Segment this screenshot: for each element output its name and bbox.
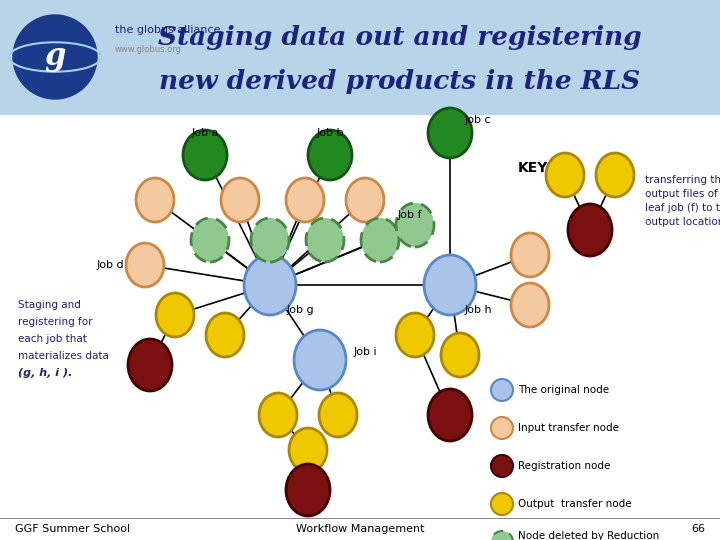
Ellipse shape: [346, 178, 384, 222]
Ellipse shape: [126, 243, 164, 287]
Circle shape: [13, 15, 97, 99]
Ellipse shape: [491, 455, 513, 477]
Text: KEY: KEY: [518, 161, 549, 175]
Text: each job that: each job that: [18, 334, 87, 344]
Text: Job f: Job f: [397, 210, 422, 220]
Ellipse shape: [441, 333, 479, 377]
Ellipse shape: [128, 339, 172, 391]
Text: Job d: Job d: [96, 260, 124, 270]
Ellipse shape: [183, 130, 227, 180]
Text: Staging data out and registering: Staging data out and registering: [158, 25, 642, 51]
Ellipse shape: [308, 130, 352, 180]
Text: Workflow Management: Workflow Management: [296, 524, 424, 534]
Ellipse shape: [306, 218, 344, 262]
Ellipse shape: [396, 313, 434, 357]
Ellipse shape: [491, 531, 513, 540]
Ellipse shape: [428, 108, 472, 158]
Text: Registration node: Registration node: [518, 461, 611, 471]
Text: the globus alliance: the globus alliance: [115, 25, 220, 35]
Bar: [0, 0, 720, 115]
Ellipse shape: [259, 393, 297, 437]
Ellipse shape: [424, 255, 476, 315]
Text: 66: 66: [691, 524, 705, 534]
Text: materializes data: materializes data: [18, 351, 109, 361]
Ellipse shape: [206, 313, 244, 357]
Text: The original node: The original node: [518, 385, 609, 395]
Text: Output  transfer node: Output transfer node: [518, 499, 631, 509]
Text: transferring the
output files of the
leaf job (f) to the
output location: transferring the output files of the lea…: [645, 175, 720, 227]
Ellipse shape: [491, 493, 513, 515]
Text: Job i: Job i: [354, 347, 377, 357]
Ellipse shape: [286, 178, 324, 222]
Ellipse shape: [511, 283, 549, 327]
Ellipse shape: [221, 178, 259, 222]
Ellipse shape: [286, 464, 330, 516]
Text: Job h: Job h: [464, 305, 492, 315]
Ellipse shape: [251, 218, 289, 262]
Ellipse shape: [289, 428, 327, 472]
Text: registering for: registering for: [18, 317, 92, 327]
Ellipse shape: [428, 389, 472, 441]
Ellipse shape: [568, 204, 612, 256]
Ellipse shape: [491, 379, 513, 401]
Text: new derived products in the RLS: new derived products in the RLS: [159, 70, 641, 94]
Ellipse shape: [361, 218, 399, 262]
Ellipse shape: [191, 218, 229, 262]
Ellipse shape: [396, 203, 434, 247]
Text: Job a: Job a: [192, 128, 219, 138]
Ellipse shape: [546, 153, 584, 197]
Text: Job g: Job g: [286, 305, 314, 315]
Ellipse shape: [319, 393, 357, 437]
Text: Job c: Job c: [464, 115, 491, 125]
Ellipse shape: [511, 233, 549, 277]
Text: GGF Summer School: GGF Summer School: [15, 524, 130, 534]
Ellipse shape: [596, 153, 634, 197]
Text: Input transfer node: Input transfer node: [518, 423, 619, 433]
Text: (g, h, i ).: (g, h, i ).: [18, 368, 73, 378]
Text: Job b: Job b: [316, 128, 343, 138]
Ellipse shape: [156, 293, 194, 337]
Text: g: g: [45, 42, 66, 72]
Ellipse shape: [244, 255, 296, 315]
Ellipse shape: [136, 178, 174, 222]
Text: Node deleted by Reduction
algorithm: Node deleted by Reduction algorithm: [518, 531, 660, 540]
Ellipse shape: [491, 417, 513, 439]
Text: Staging and: Staging and: [18, 300, 81, 310]
Text: www.globus.org: www.globus.org: [115, 45, 182, 55]
Ellipse shape: [294, 330, 346, 390]
